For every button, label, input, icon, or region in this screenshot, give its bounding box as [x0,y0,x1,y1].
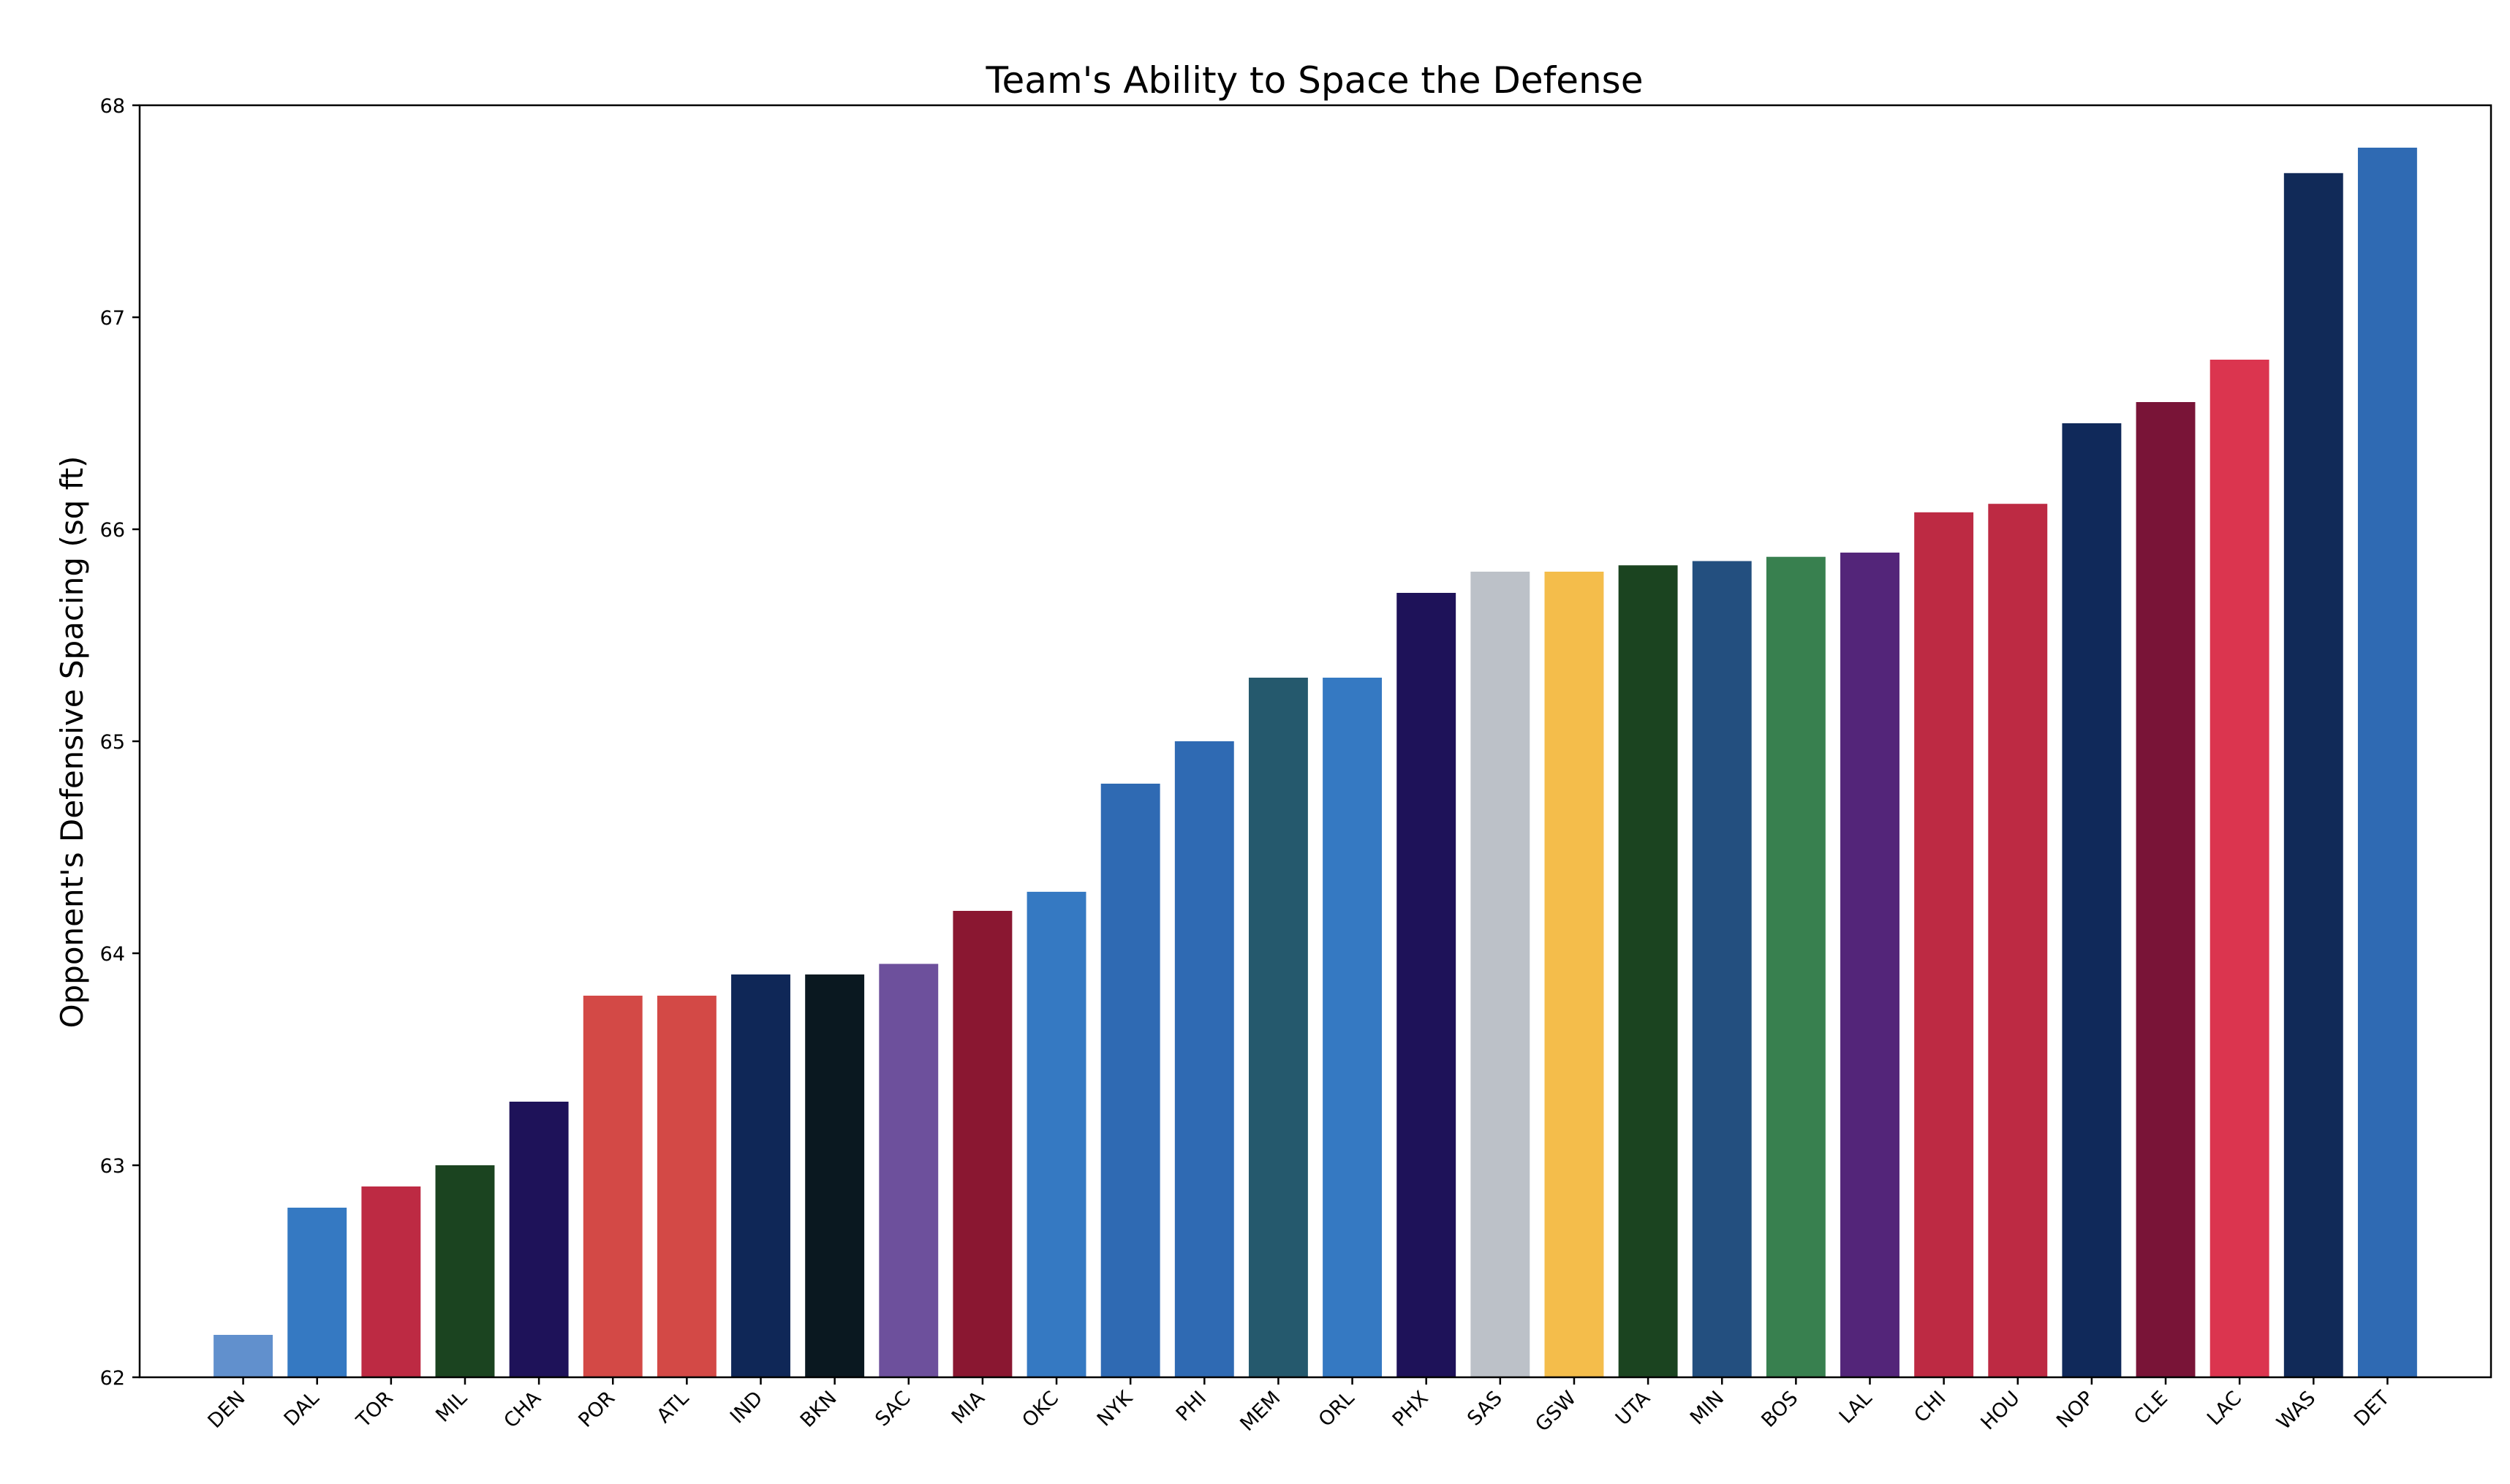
bar-uta [1618,565,1678,1377]
bar-mia [953,911,1013,1377]
y-tick-label: 64 [100,943,125,966]
y-tick-label: 62 [100,1367,125,1390]
x-tick-label: PHI [1172,1387,1211,1426]
x-tick-label: GSW [1531,1387,1581,1436]
x-tick-label: ORL [1315,1387,1359,1431]
x-tick-label: MEM [1236,1387,1285,1436]
x-tick-label: WAS [2272,1387,2320,1434]
bar-min [1692,561,1752,1377]
bar-cle [2136,402,2196,1377]
bar-mil [435,1165,495,1377]
x-tick-label: UTA [1611,1387,1655,1431]
x-axis: DEN DAL TOR MIL CHA POR ATL IND BKN SAC MIA OKC NYK P… [204,1377,2394,1436]
bar-was [2283,173,2343,1377]
bar-orl [1323,678,1383,1377]
bars-group [213,148,2417,1378]
x-tick-label: TOR [352,1387,398,1433]
bar-tor [361,1186,421,1377]
bar-cha [509,1102,569,1377]
bar-bkn [805,974,865,1377]
bar-lac [2210,360,2269,1377]
y-axis-label: Opponent's Defensive Spacing (sq ft) [54,455,90,1028]
x-tick-label: ATL [653,1387,694,1428]
bar-mem [1248,678,1308,1377]
y-axis: 62 63 64 65 66 67 68 [100,95,140,1390]
x-tick-label: MIA [948,1387,989,1428]
x-tick-label: SAS [1463,1387,1507,1431]
y-tick-label: 65 [100,731,125,754]
x-tick-label: POR [574,1387,619,1432]
bar-chi [1914,512,1974,1377]
x-tick-label: CHA [499,1387,545,1433]
bar-phx [1396,593,1456,1377]
x-tick-label: PHX [1388,1387,1433,1431]
bar-den [213,1335,273,1377]
x-tick-label: SAC [871,1387,915,1431]
x-tick-label: MIN [1686,1387,1728,1429]
bar-phi [1174,741,1234,1377]
y-tick-label: 66 [100,519,125,542]
bar-bos [1766,556,1826,1378]
x-tick-label: NYK [1093,1386,1138,1431]
bar-det [2357,148,2417,1377]
bar-por [583,996,643,1377]
x-tick-label: LAC [2203,1387,2246,1430]
plot-frame [138,104,2492,1379]
x-tick-label: NOP [2052,1387,2098,1433]
bar-sac [879,964,939,1377]
y-tick-label: 63 [100,1155,125,1178]
bar-okc [1027,891,1086,1377]
x-tick-label: DET [2350,1387,2394,1431]
bar-atl [657,996,717,1377]
chart-title: Team's Ability to Space the Defense [986,59,1644,102]
y-tick-label: 68 [100,95,125,118]
x-tick-label: BKN [796,1387,842,1432]
bar-ind [731,974,790,1377]
x-tick-label: LAL [1835,1387,1877,1428]
x-tick-label: DEN [204,1387,250,1433]
x-tick-label: CHI [1910,1387,1950,1427]
x-tick-label: DAL [280,1387,324,1431]
bar-dal [287,1208,347,1377]
bar-hou [1988,504,2048,1378]
bar-lal [1840,552,1899,1377]
bar-nyk [1100,784,1160,1377]
y-tick-label: 67 [100,307,125,330]
x-tick-label: OKC [1018,1387,1063,1432]
bar-gsw [1544,572,1604,1377]
x-tick-label: MIL [431,1387,472,1427]
x-tick-label: IND [726,1387,768,1428]
bar-nop [2062,423,2122,1377]
x-tick-label: HOU [1976,1387,2024,1434]
bar-sas [1470,572,1530,1377]
x-tick-label: CLE [2130,1387,2172,1429]
x-tick-label: BOS [1757,1387,1802,1432]
